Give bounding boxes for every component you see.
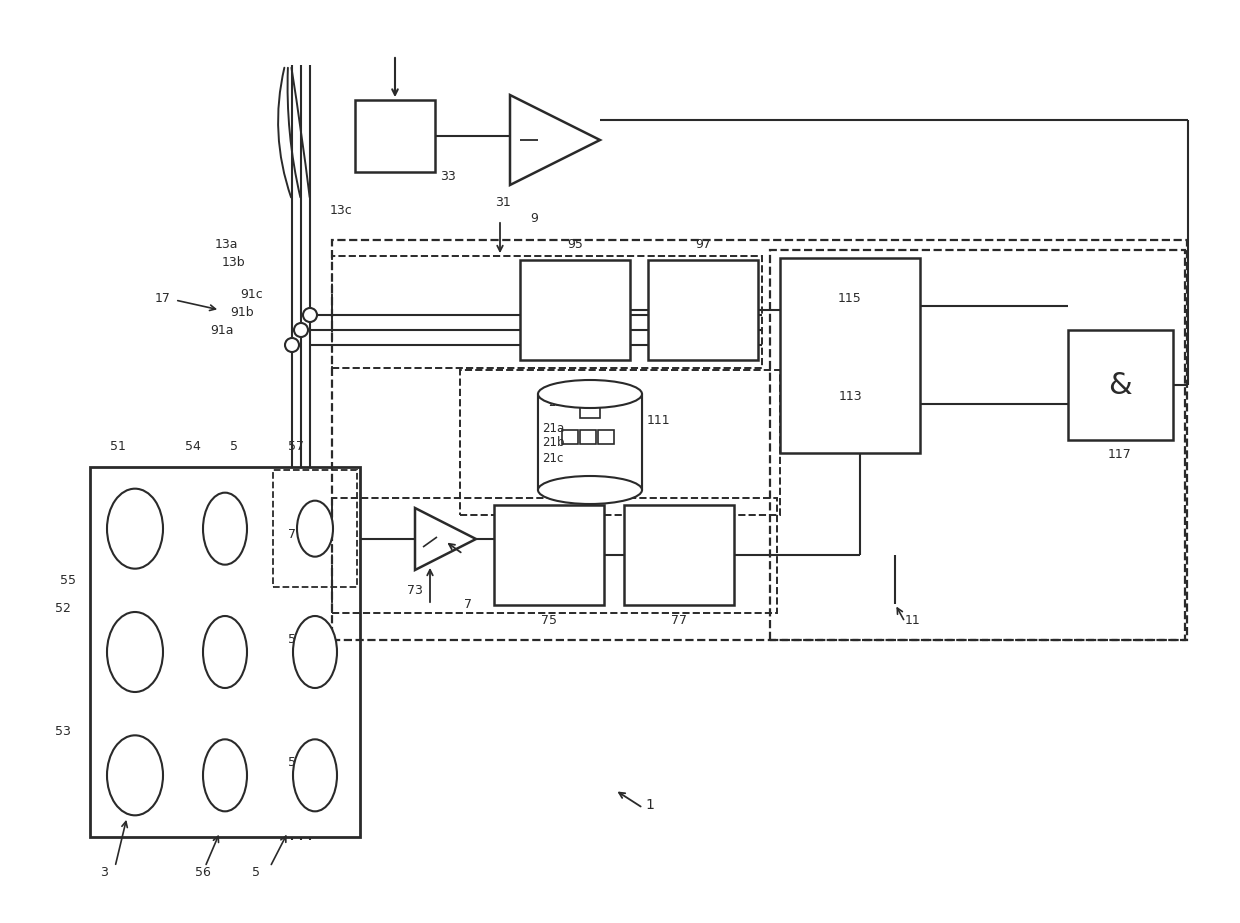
Bar — [538, 394, 642, 490]
Text: 91b: 91b — [229, 306, 254, 319]
Bar — [649, 260, 758, 360]
Text: 21c: 21c — [542, 452, 563, 465]
Text: 57: 57 — [288, 440, 304, 453]
Text: 97: 97 — [696, 237, 711, 250]
Circle shape — [285, 338, 299, 352]
Bar — [273, 470, 357, 587]
Text: 1: 1 — [645, 798, 653, 812]
Bar — [780, 258, 920, 453]
Text: 13c: 13c — [330, 203, 352, 217]
Text: 51: 51 — [110, 440, 126, 453]
Bar — [306, 520, 324, 538]
Ellipse shape — [203, 739, 247, 811]
Text: 115: 115 — [838, 292, 862, 305]
Text: 56: 56 — [195, 866, 211, 879]
Bar — [580, 400, 600, 418]
Text: 5: 5 — [252, 866, 260, 879]
Ellipse shape — [538, 380, 642, 408]
Text: 73: 73 — [407, 583, 423, 596]
Ellipse shape — [203, 616, 247, 688]
Text: 59: 59 — [288, 757, 304, 770]
Text: 77: 77 — [671, 615, 687, 628]
Text: 7: 7 — [464, 598, 472, 612]
Ellipse shape — [293, 739, 337, 811]
Text: 33: 33 — [440, 171, 456, 184]
Ellipse shape — [293, 616, 337, 688]
Ellipse shape — [203, 493, 247, 565]
Text: &: & — [1109, 370, 1132, 400]
Text: 52: 52 — [55, 602, 71, 615]
Text: 3: 3 — [100, 866, 108, 879]
Text: 91c: 91c — [241, 289, 263, 302]
Bar — [520, 260, 630, 360]
Text: 113: 113 — [838, 390, 862, 402]
Text: 13b: 13b — [222, 256, 246, 269]
Bar — [580, 430, 596, 444]
Ellipse shape — [538, 476, 642, 504]
Text: 11: 11 — [905, 614, 921, 627]
Text: 54: 54 — [185, 440, 201, 453]
Bar — [355, 100, 435, 172]
Circle shape — [303, 308, 317, 322]
Text: 111: 111 — [647, 414, 671, 426]
Text: 95: 95 — [567, 237, 583, 250]
Text: 9: 9 — [529, 211, 538, 224]
Text: 13a: 13a — [215, 238, 238, 251]
Bar — [332, 240, 1187, 640]
Text: 21a: 21a — [542, 422, 564, 435]
Text: 22: 22 — [548, 395, 563, 409]
Text: 117: 117 — [1109, 449, 1132, 462]
Text: 21b: 21b — [542, 437, 564, 450]
Text: 5: 5 — [229, 440, 238, 453]
Text: 31: 31 — [495, 197, 511, 210]
Ellipse shape — [107, 488, 162, 569]
Bar — [91, 467, 360, 837]
Circle shape — [294, 323, 308, 337]
Text: 53: 53 — [55, 725, 71, 738]
Text: 91a: 91a — [210, 323, 233, 337]
Bar — [562, 430, 578, 444]
Bar — [460, 370, 780, 515]
Text: 55: 55 — [60, 574, 76, 587]
Ellipse shape — [298, 500, 334, 557]
Ellipse shape — [107, 612, 162, 692]
Bar — [332, 498, 777, 613]
Bar — [494, 505, 604, 605]
Text: 71: 71 — [288, 528, 304, 541]
Bar — [1068, 330, 1173, 440]
Ellipse shape — [107, 736, 162, 815]
Text: 75: 75 — [541, 615, 557, 628]
Text: 58: 58 — [288, 633, 304, 646]
Bar — [770, 250, 1185, 640]
Bar — [624, 505, 734, 605]
Text: 17: 17 — [155, 292, 171, 305]
Bar — [332, 256, 763, 368]
Bar — [598, 430, 614, 444]
